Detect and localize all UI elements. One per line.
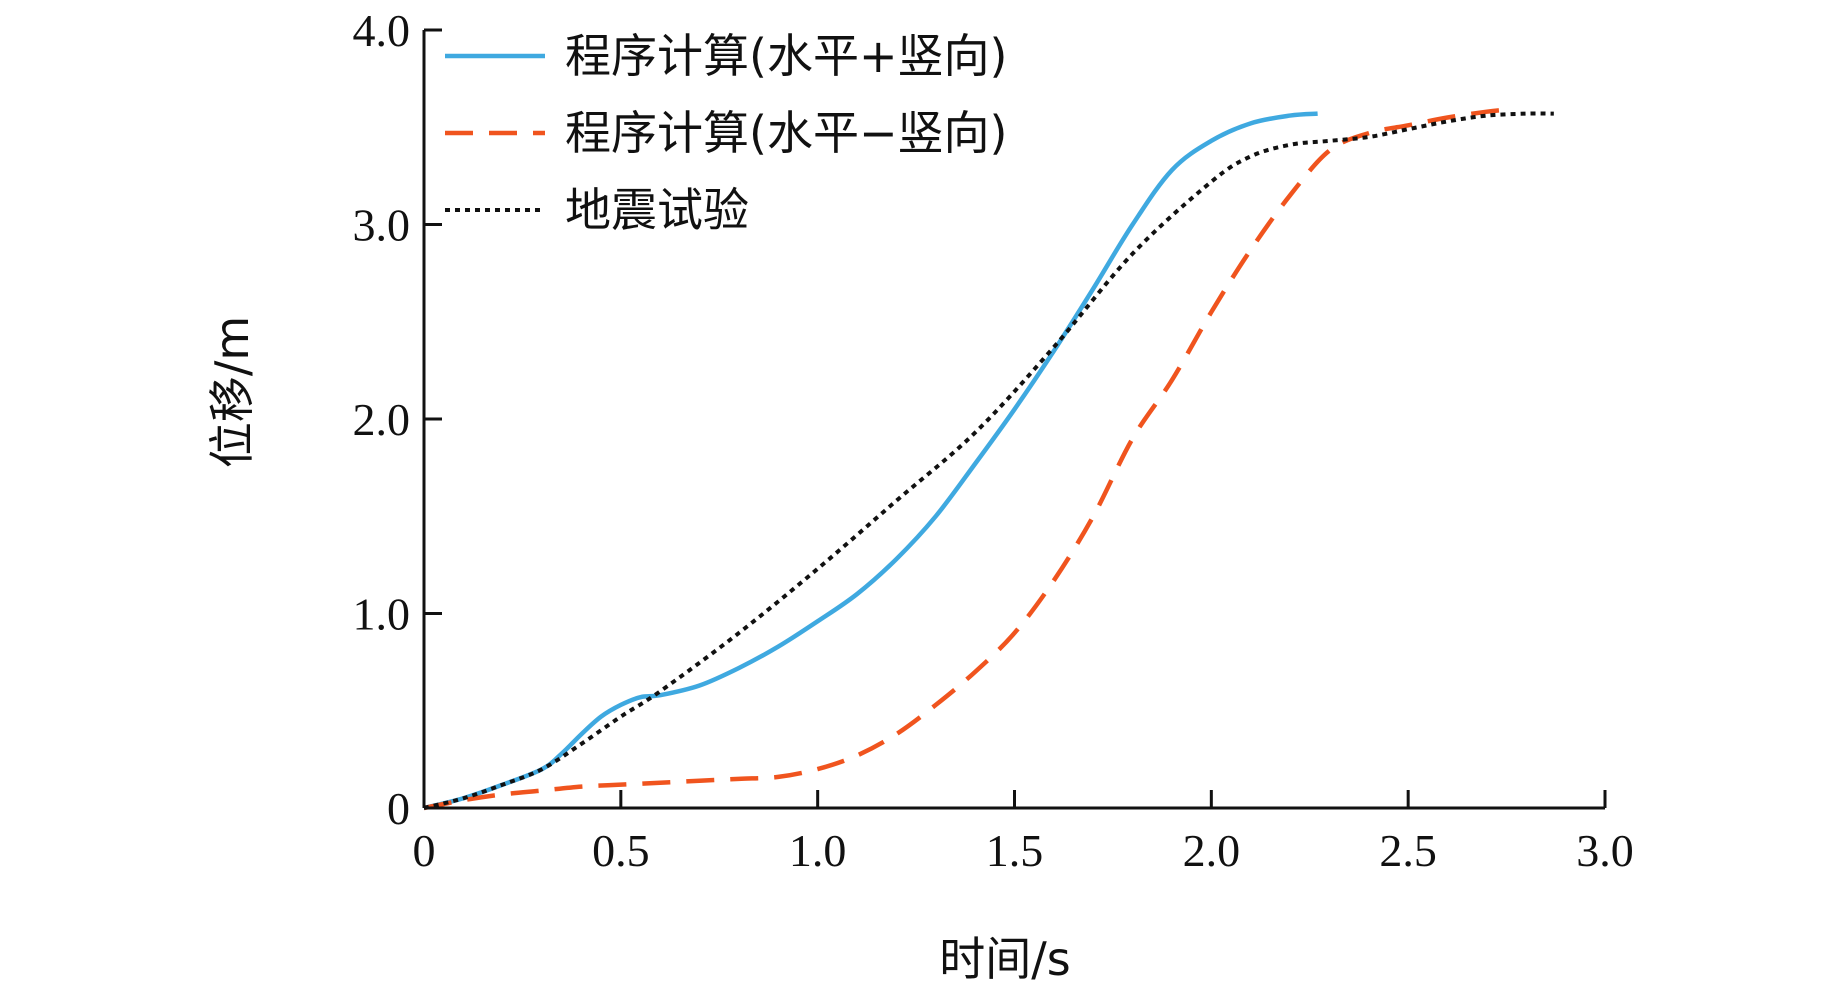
y-tick-label: 3.0 [353, 200, 411, 251]
y-tick-label: 0 [387, 783, 410, 834]
x-tick-label: 0.5 [592, 825, 650, 876]
series-layer [423, 107, 1554, 811]
legend-label-1: 程序计算(水平+竖向) [565, 29, 1007, 83]
x-axis-label: 时间/s [939, 932, 1070, 986]
y-ticks: 0 1.0 2.0 3.0 4.0 [353, 5, 442, 834]
series-line-2 [423, 107, 1507, 811]
plot-area: 0 0.5 1.0 1.5 2.0 2.5 3.0 0 1.0 2.0 3.0 4.0 [353, 5, 1634, 876]
y-tick-label: 2.0 [353, 394, 411, 445]
series-line-3 [423, 111, 1554, 810]
y-tick-label: 1.0 [353, 589, 411, 640]
legend-label-2: 程序计算(水平−竖向) [565, 106, 1007, 160]
x-tick-label: 1.0 [789, 825, 847, 876]
x-tick-label: 3.0 [1576, 825, 1634, 876]
x-tick-label: 1.5 [986, 825, 1044, 876]
legend-label-3: 地震试验 [565, 183, 749, 237]
y-tick-label: 4.0 [353, 5, 411, 56]
x-tick-label: 2.5 [1379, 825, 1437, 876]
y-axis-label: 位移/m [205, 316, 259, 468]
legend: 程序计算(水平+竖向) 程序计算(水平−竖向) 地震试验 [445, 29, 1007, 237]
x-ticks: 0 0.5 1.0 1.5 2.0 2.5 3.0 [413, 790, 1634, 876]
x-tick-label: 0 [413, 825, 436, 876]
x-tick-label: 2.0 [1183, 825, 1241, 876]
series-line-1 [423, 111, 1318, 811]
